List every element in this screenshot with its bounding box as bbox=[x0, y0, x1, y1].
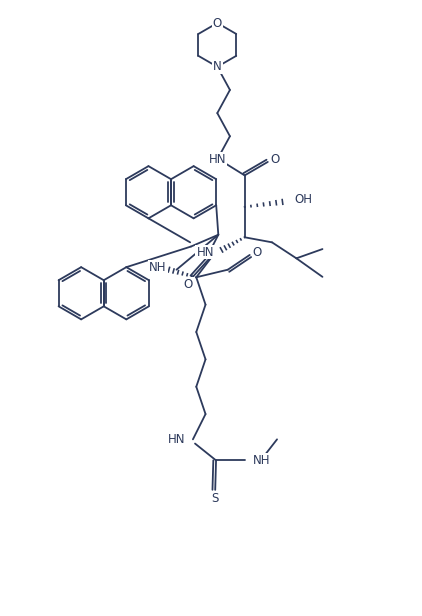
Text: HN: HN bbox=[168, 433, 185, 446]
Text: S: S bbox=[211, 492, 219, 505]
Text: O: O bbox=[253, 246, 262, 259]
Text: NH: NH bbox=[253, 454, 271, 467]
Text: HN: HN bbox=[208, 153, 226, 166]
Text: N: N bbox=[213, 60, 222, 73]
Text: OH: OH bbox=[294, 193, 312, 206]
Text: HN: HN bbox=[197, 246, 214, 259]
Text: O: O bbox=[271, 153, 280, 166]
Text: O: O bbox=[213, 17, 222, 30]
Text: NH: NH bbox=[149, 261, 167, 274]
Text: O: O bbox=[184, 277, 193, 291]
